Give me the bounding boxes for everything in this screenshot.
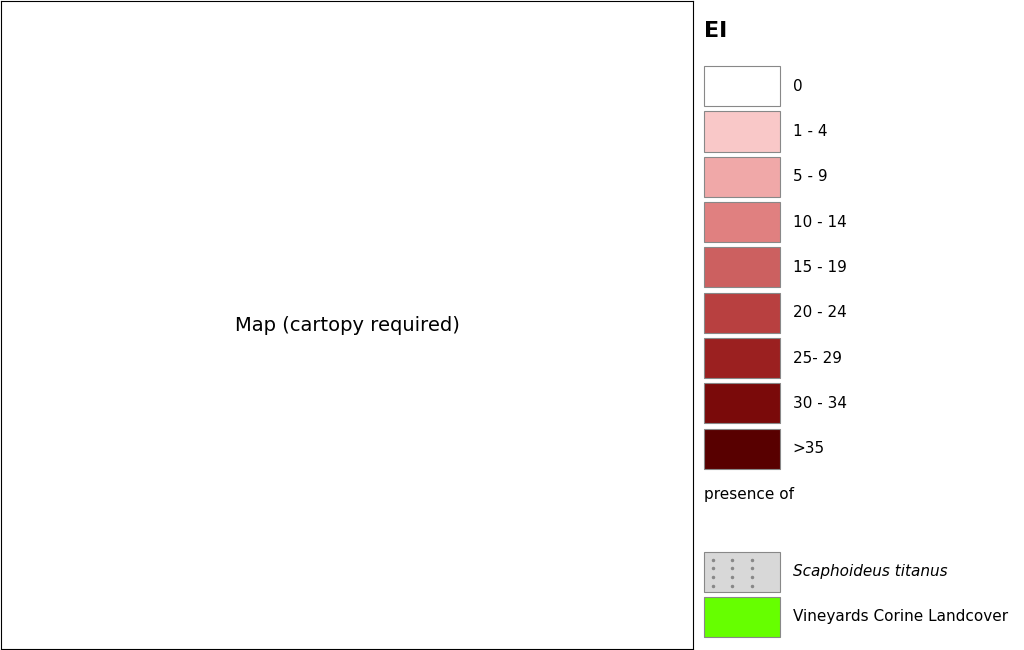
Text: EI: EI xyxy=(705,21,727,41)
FancyBboxPatch shape xyxy=(705,202,780,242)
Text: Vineyards Corine Landcover: Vineyards Corine Landcover xyxy=(793,610,1008,625)
Text: 15 - 19: 15 - 19 xyxy=(793,260,847,275)
FancyBboxPatch shape xyxy=(705,597,780,637)
Text: 25- 29: 25- 29 xyxy=(793,350,842,365)
FancyBboxPatch shape xyxy=(705,66,780,106)
Text: 20 - 24: 20 - 24 xyxy=(793,306,847,320)
FancyBboxPatch shape xyxy=(705,248,780,287)
Text: 5 - 9: 5 - 9 xyxy=(793,169,827,185)
Text: 1 - 4: 1 - 4 xyxy=(793,124,827,139)
Text: 0: 0 xyxy=(793,79,803,94)
FancyBboxPatch shape xyxy=(705,338,780,378)
FancyBboxPatch shape xyxy=(705,157,780,197)
Text: Map (cartopy required): Map (cartopy required) xyxy=(234,315,460,335)
FancyBboxPatch shape xyxy=(705,111,780,151)
Text: >35: >35 xyxy=(793,441,825,456)
FancyBboxPatch shape xyxy=(705,292,780,333)
Text: 30 - 34: 30 - 34 xyxy=(793,396,847,411)
Text: 10 - 14: 10 - 14 xyxy=(793,214,847,229)
FancyBboxPatch shape xyxy=(705,552,780,592)
FancyBboxPatch shape xyxy=(705,428,780,469)
Text: presence of: presence of xyxy=(705,487,794,502)
FancyBboxPatch shape xyxy=(705,384,780,423)
Text: Scaphoideus titanus: Scaphoideus titanus xyxy=(793,564,947,579)
